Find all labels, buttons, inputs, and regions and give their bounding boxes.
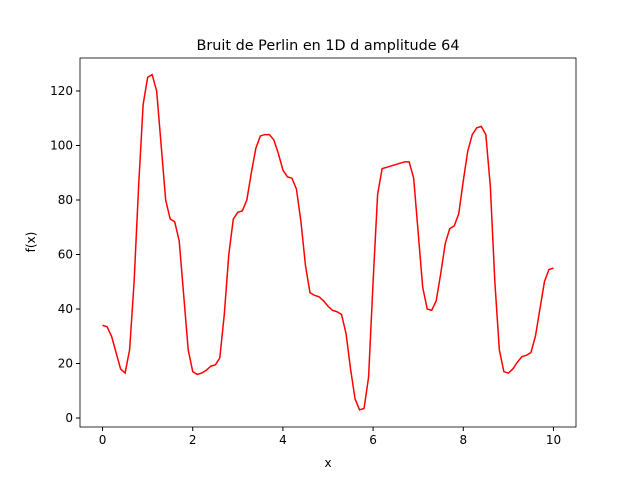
y-tick-label: 40 — [58, 302, 73, 316]
y-axis-label: f(x) — [24, 232, 38, 253]
x-tick-label: 6 — [369, 433, 377, 447]
y-tick-label: 120 — [50, 84, 73, 98]
y-tick-label: 100 — [50, 138, 73, 152]
chart-title: Bruit de Perlin en 1D d amplitude 64 — [197, 38, 460, 54]
line-series — [102, 73, 554, 411]
x-tick-label: 0 — [99, 433, 107, 447]
x-tick-label: 10 — [546, 433, 561, 447]
y-tick-label: 80 — [58, 193, 73, 207]
x-axis-label: x — [324, 456, 331, 470]
y-tick-label: 20 — [58, 357, 73, 371]
x-tick-label: 2 — [189, 433, 197, 447]
x-tick-label: 8 — [459, 433, 467, 447]
x-tick-label: 4 — [279, 433, 287, 447]
y-tick-label: 60 — [58, 247, 73, 261]
plot-frame — [79, 57, 577, 428]
y-tick-label: 0 — [65, 411, 73, 425]
